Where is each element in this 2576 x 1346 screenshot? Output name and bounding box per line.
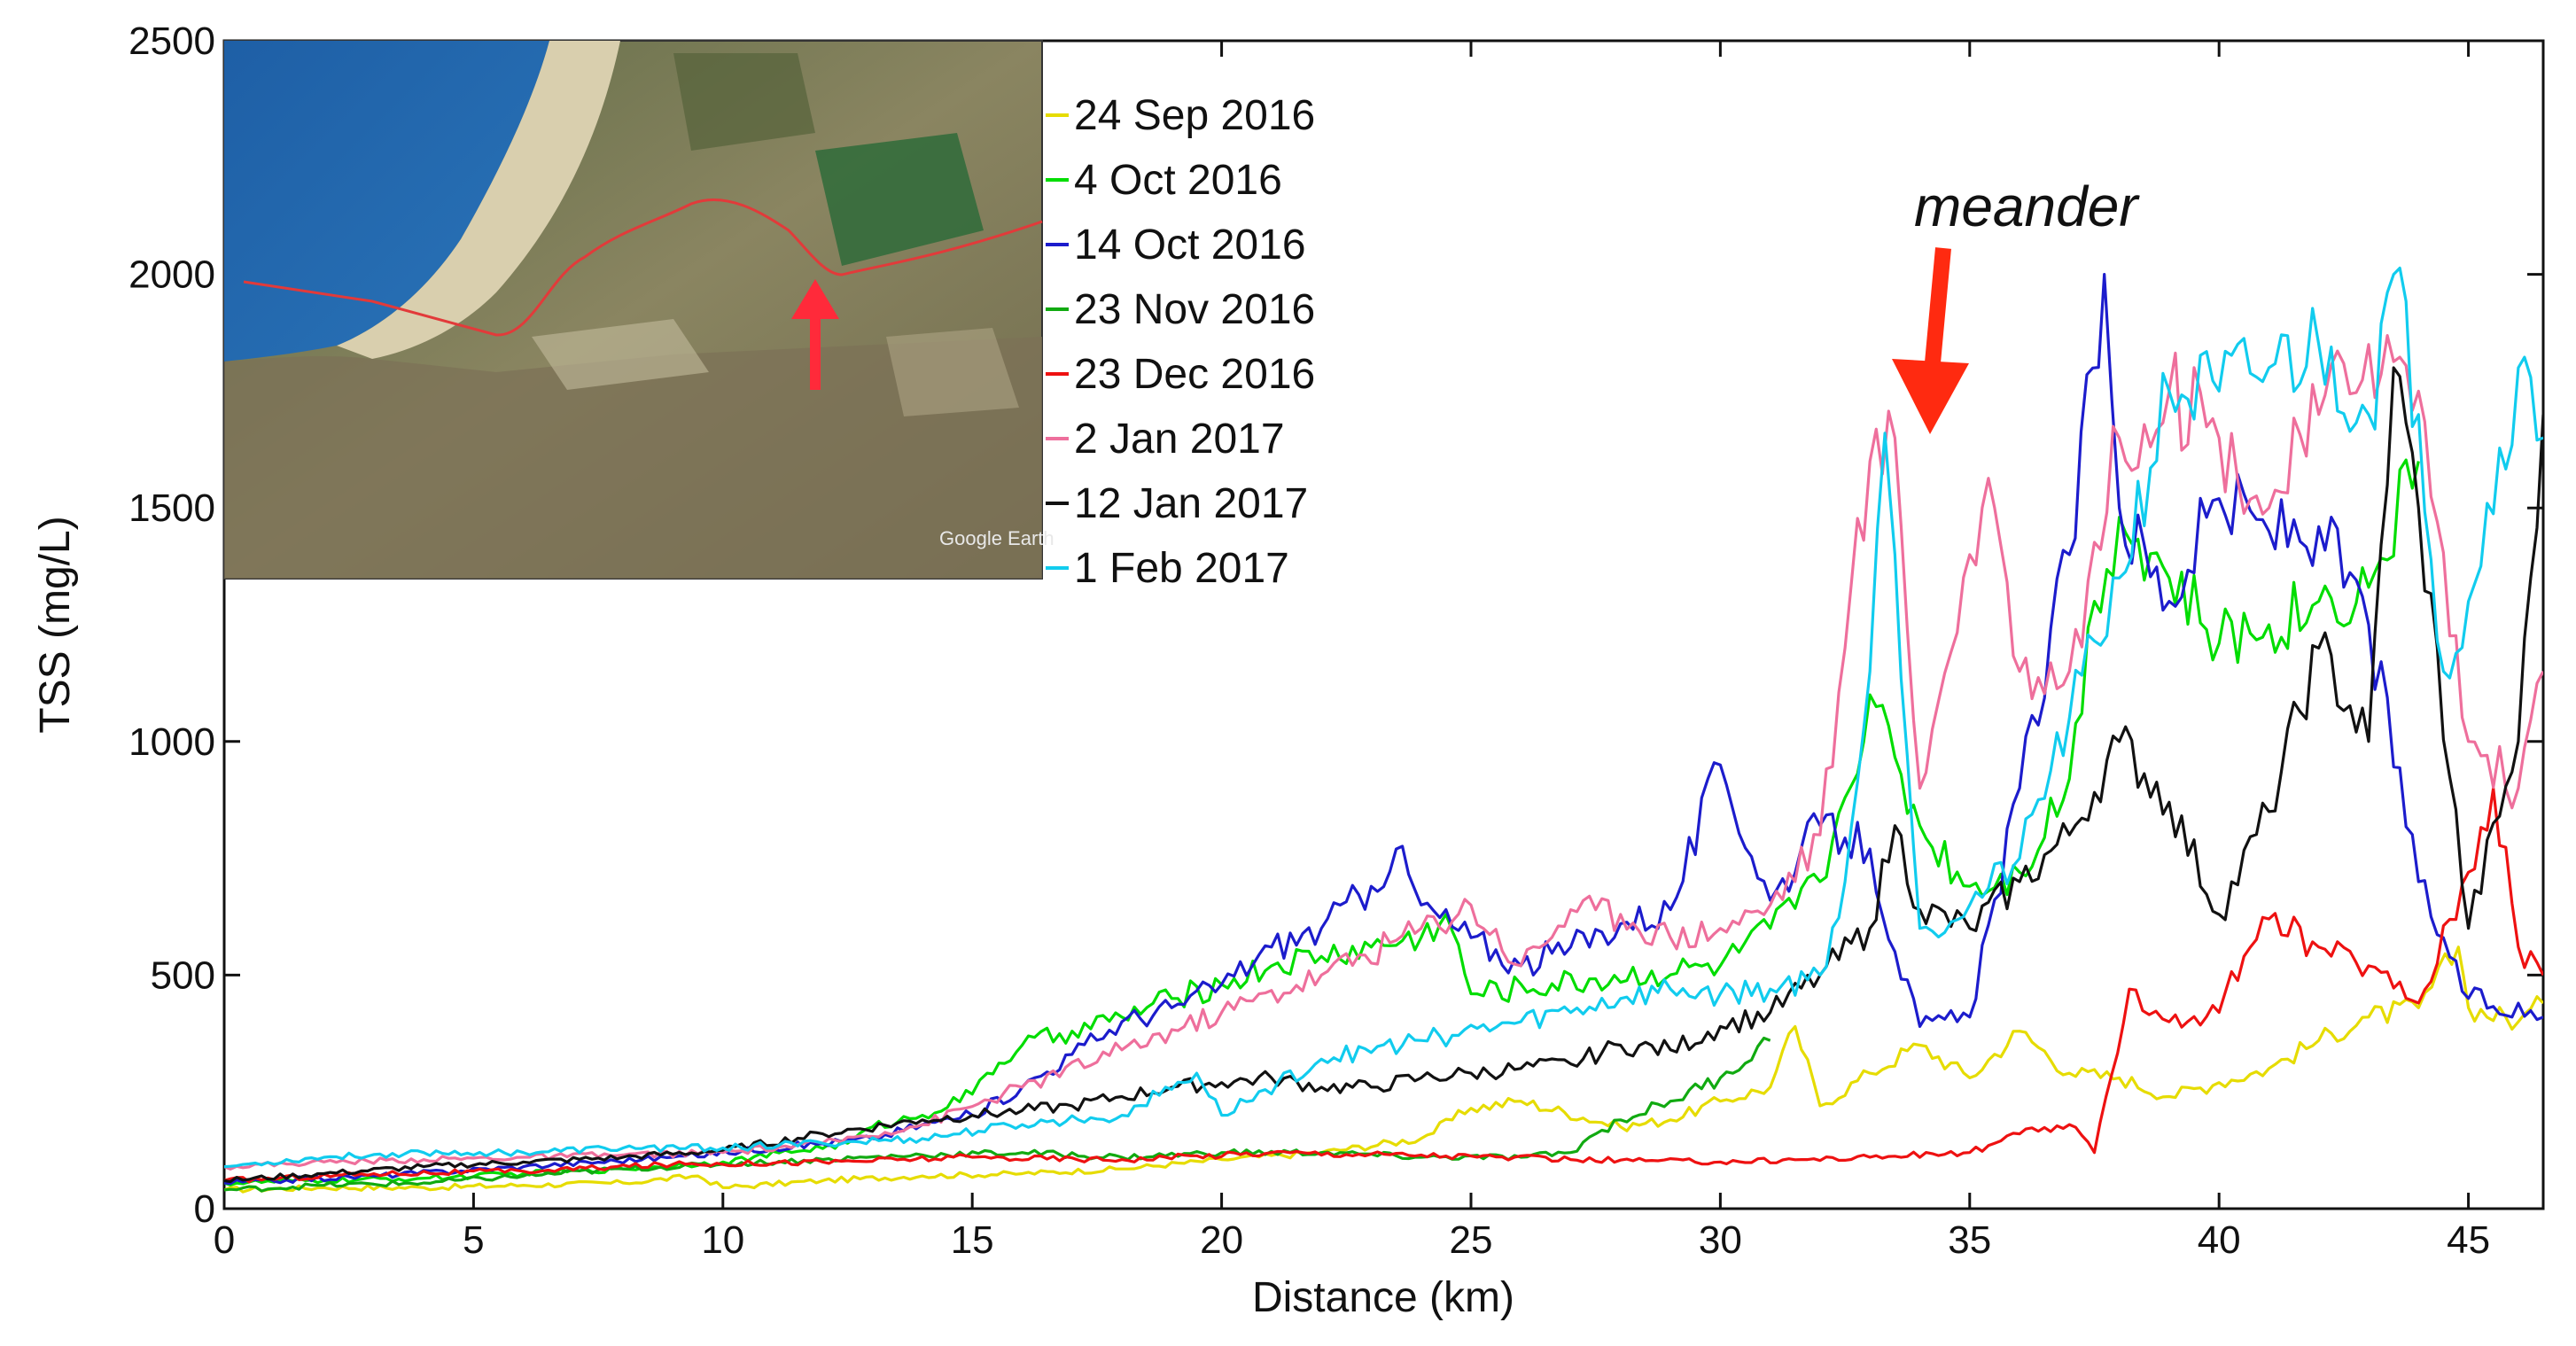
series-line-4	[224, 786, 2543, 1184]
legend-entry: 4 Oct 2016	[1074, 157, 1282, 204]
y-tick-label: 2000	[128, 253, 215, 297]
x-axis-label: Distance (km)	[1252, 1274, 1514, 1321]
legend-entry: 23 Nov 2016	[1074, 286, 1315, 333]
x-tick-label: 40	[2198, 1218, 2241, 1262]
x-tick-label: 25	[1450, 1218, 1493, 1262]
legend-entry: 23 Dec 2016	[1074, 351, 1315, 398]
y-axis: 0 500 1000 1500 2000 2500	[128, 19, 2543, 1231]
legend-entry: 24 Sep 2016	[1074, 92, 1315, 139]
y-tick-label: 0	[194, 1187, 215, 1231]
x-axis: 0 5 10 15 20 25 30 35 40 45	[214, 41, 2490, 1262]
x-tick-label: 35	[1948, 1218, 1991, 1262]
y-tick-label: 2500	[128, 19, 215, 63]
series-line-6	[224, 366, 2543, 1184]
legend: 24 Sep 2016 4 Oct 2016 14 Oct 2016 23 Nov 2…	[1046, 92, 1315, 592]
x-tick-label: 20	[1200, 1218, 1243, 1262]
plot-frame	[222, 39, 2545, 1210]
x-tick-label: 45	[2447, 1218, 2490, 1262]
x-tick-label: 15	[951, 1218, 994, 1262]
y-tick-label: 1500	[128, 486, 215, 530]
y-axis-label: TSS (mg/L)	[32, 516, 79, 733]
x-tick-label: 30	[1699, 1218, 1742, 1262]
meander-arrow-shaft	[1924, 247, 1951, 373]
legend-entry: 14 Oct 2016	[1074, 222, 1306, 268]
meander-label: meander	[1914, 175, 2140, 238]
series-line-2	[224, 273, 2543, 1186]
series-group	[224, 266, 2543, 1194]
inset-satellite-map: Google Earth	[223, 40, 1055, 580]
legend-entry: 1 Feb 2017	[1074, 545, 1289, 592]
map-credit: Google Earth	[939, 527, 1055, 549]
x-tick-label: 0	[214, 1218, 235, 1262]
y-tick-label: 500	[151, 953, 215, 997]
y-tick-label: 1000	[128, 720, 215, 764]
meander-arrow-head	[1892, 359, 1969, 434]
legend-entry: 2 Jan 2017	[1074, 416, 1285, 463]
x-tick-label: 5	[463, 1218, 484, 1262]
x-tick-label: 10	[701, 1218, 744, 1262]
meander-annotation: meander	[1892, 175, 2140, 434]
legend-entry: 12 Jan 2017	[1074, 480, 1308, 527]
series-line-0	[224, 945, 2543, 1194]
series-line-7	[224, 266, 2543, 1169]
